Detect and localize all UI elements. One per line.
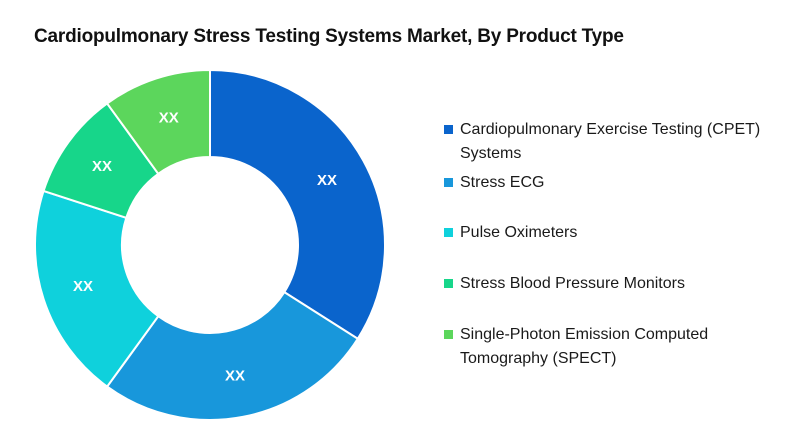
donut-slice-stress-ecg xyxy=(105,290,360,421)
data-label-pulse-oximeters: XX xyxy=(73,278,93,295)
legend-label-pulse-oximeters: Pulse Oximeters xyxy=(460,224,578,241)
legend-swatch-stress-ecg xyxy=(444,178,453,187)
donut-chart: XX XX XX XX XX xyxy=(34,68,386,421)
legend-item-stress-bp-monitors: Stress Blood Pressure Monitors xyxy=(444,272,780,296)
legend-label-cpet: Cardiopulmonary Exercise Testing (CPET) … xyxy=(460,121,761,162)
legend-swatch-spect xyxy=(444,330,453,339)
legend-label-stress-ecg: Stress ECG xyxy=(460,174,545,191)
data-label-cpet: XX xyxy=(317,172,337,189)
chart-title: Cardiopulmonary Stress Testing Systems M… xyxy=(34,26,624,47)
data-label-stress-bp-monitors: XX xyxy=(92,158,112,175)
legend-item-pulse-oximeters: Pulse Oximeters xyxy=(444,221,780,245)
legend-label-spect: Single-Photon Emission Computed Tomograp… xyxy=(460,326,709,367)
data-label-spect: XX xyxy=(159,110,179,127)
legend-item-spect: Single-Photon Emission Computed Tomograp… xyxy=(444,323,780,371)
legend-swatch-cpet xyxy=(444,125,453,134)
data-label-stress-ecg: XX xyxy=(225,368,245,385)
donut-slice-spect xyxy=(105,68,211,176)
donut-slice-cpet xyxy=(209,68,386,341)
legend-swatch-stress-bp-monitors xyxy=(444,279,453,288)
donut-slice-pulse-oximeters xyxy=(34,189,160,388)
legend-item-stress-ecg: Stress ECG xyxy=(444,171,780,195)
legend-label-stress-bp-monitors: Stress Blood Pressure Monitors xyxy=(460,275,685,292)
legend-item-cpet: Cardiopulmonary Exercise Testing (CPET) … xyxy=(444,118,780,166)
legend-swatch-pulse-oximeters xyxy=(444,228,453,237)
